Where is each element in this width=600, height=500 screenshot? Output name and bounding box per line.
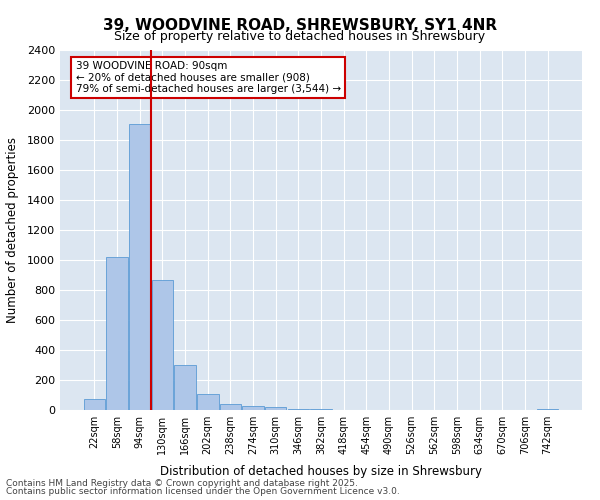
Bar <box>220 404 241 410</box>
Bar <box>265 407 286 410</box>
Y-axis label: Number of detached properties: Number of detached properties <box>5 137 19 323</box>
Text: 39 WOODVINE ROAD: 90sqm
← 20% of detached houses are smaller (908)
79% of semi-d: 39 WOODVINE ROAD: 90sqm ← 20% of detache… <box>76 61 341 94</box>
Bar <box>287 409 309 410</box>
Bar <box>197 394 218 410</box>
Bar <box>537 409 558 410</box>
Bar <box>84 399 105 410</box>
Text: Contains HM Land Registry data © Crown copyright and database right 2025.: Contains HM Land Registry data © Crown c… <box>6 478 358 488</box>
Text: Size of property relative to detached houses in Shrewsbury: Size of property relative to detached ho… <box>115 30 485 43</box>
Bar <box>106 257 128 410</box>
Text: Contains public sector information licensed under the Open Government Licence v3: Contains public sector information licen… <box>6 487 400 496</box>
Text: 39, WOODVINE ROAD, SHREWSBURY, SY1 4NR: 39, WOODVINE ROAD, SHREWSBURY, SY1 4NR <box>103 18 497 32</box>
Bar <box>129 124 151 410</box>
Bar <box>310 409 332 410</box>
Bar <box>175 365 196 410</box>
Bar <box>242 406 264 410</box>
Bar <box>152 280 173 410</box>
X-axis label: Distribution of detached houses by size in Shrewsbury: Distribution of detached houses by size … <box>160 466 482 478</box>
